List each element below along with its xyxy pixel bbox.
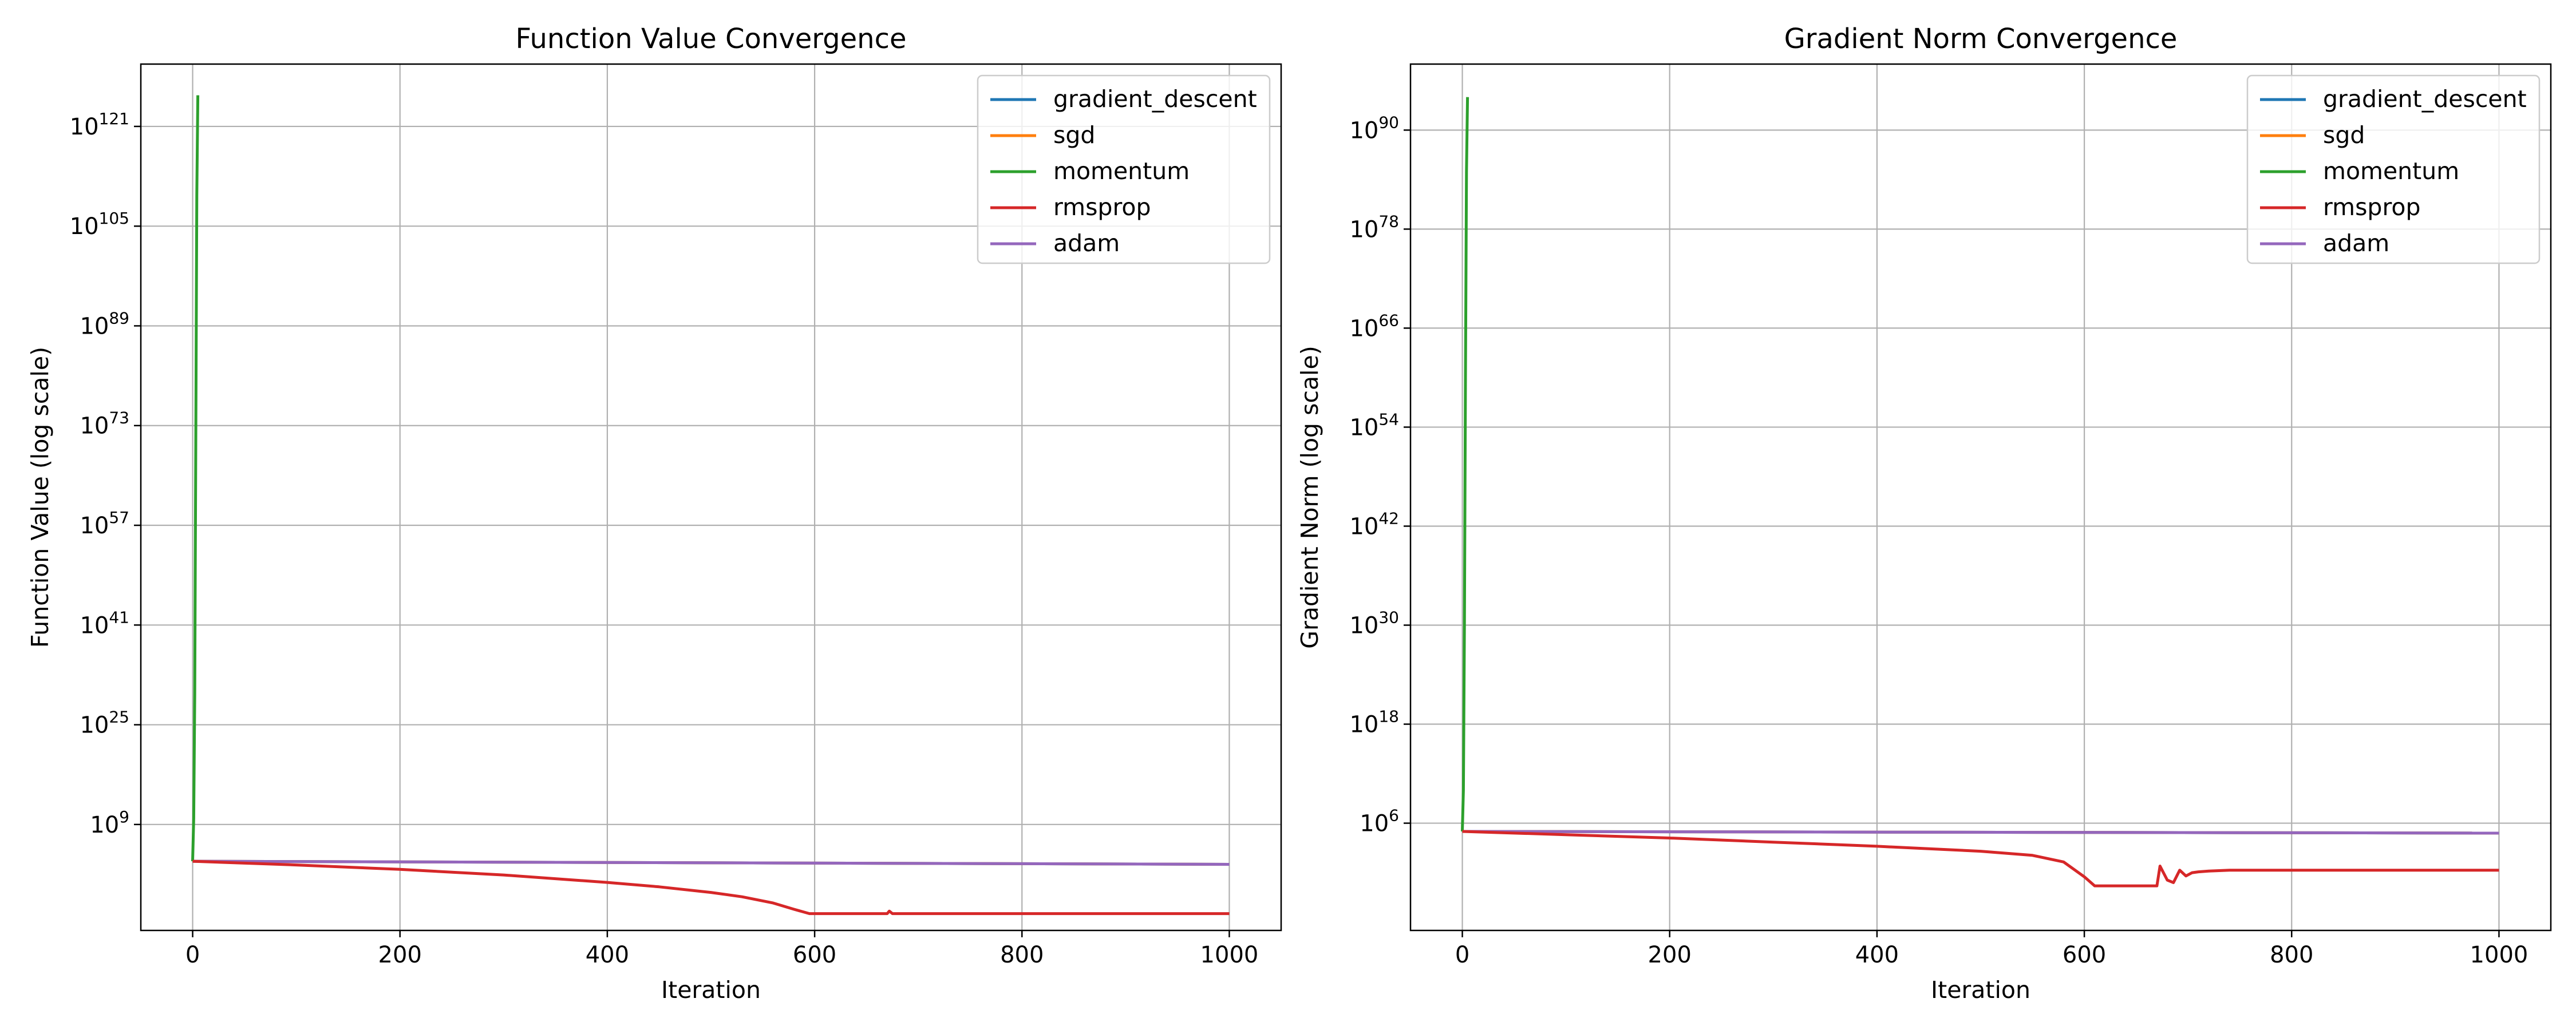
y-tick-label: 109 — [90, 807, 129, 838]
x-tick-label: 800 — [1000, 942, 1044, 968]
y-tick-label: 10105 — [70, 209, 129, 240]
legend-label: adam — [2323, 229, 2389, 257]
y-axis-label: Gradient Norm (log scale) — [1296, 346, 1323, 649]
y-tick-label: 1090 — [1349, 113, 1399, 144]
legend-label: sgd — [2323, 121, 2365, 149]
legend-label: gradient_descent — [2323, 85, 2527, 113]
legend-entry-momentum: momentum — [2260, 157, 2459, 185]
series-line-momentum — [1461, 97, 1469, 832]
chart-panel-1: 0 200 400 600 800 1000 109 1025 1041 1057 1073 1089… — [26, 23, 1282, 1004]
y-tick-label: 1054 — [1349, 410, 1399, 441]
legend-entry-gradient-descent: gradient_descent — [2260, 85, 2527, 113]
x-tick-label: 800 — [2270, 942, 2313, 968]
legend-entry-adam: adam — [2260, 229, 2389, 257]
series-line-adam — [192, 859, 1230, 866]
x-tick-label: 1000 — [1200, 942, 1259, 968]
x-tick-label: 0 — [1455, 942, 1469, 968]
legend-label: adam — [1053, 229, 1120, 257]
legend-entry-sgd: sgd — [2260, 121, 2365, 149]
x-tick-label: 400 — [1855, 942, 1899, 968]
x-axis-label: Iteration — [661, 976, 761, 1004]
chart-panel-2: 0 200 400 600 800 1000 106 1018 1030 1042 1054 1066… — [1296, 23, 2552, 1004]
y-tick-label: 1057 — [80, 508, 129, 539]
x-tick-label: 1000 — [2470, 942, 2528, 968]
x-tick-label: 600 — [2063, 942, 2106, 968]
legend-entry-sgd: sgd — [990, 121, 1095, 149]
y-tick-label: 1042 — [1349, 509, 1399, 540]
y-tick-label: 1066 — [1349, 311, 1399, 342]
series-line-momentum — [191, 95, 200, 862]
y-tick-label: 1041 — [80, 608, 129, 639]
legend-label: rmsprop — [2323, 193, 2421, 221]
legend-label: gradient_descent — [1053, 85, 1257, 113]
legend-box — [977, 74, 1271, 264]
x-tick-label: 200 — [378, 942, 422, 968]
legend-entry-rmsprop: rmsprop — [2260, 193, 2421, 221]
legend-label: rmsprop — [1053, 193, 1151, 221]
y-tick-label: 1078 — [1349, 212, 1399, 243]
legend-label: momentum — [2323, 157, 2459, 185]
series-group — [191, 95, 1230, 916]
legend-entry-adam: adam — [990, 229, 1120, 257]
y-axis-label: Function Value (log scale) — [26, 347, 54, 648]
x-axis-label: Iteration — [1931, 976, 2030, 1004]
y-tick-label: 1030 — [1349, 608, 1399, 639]
y-tick-label: 1018 — [1349, 707, 1399, 738]
y-tick-label: 106 — [1360, 806, 1399, 837]
series-line-rmsprop — [1462, 830, 2499, 888]
axes-frame — [140, 63, 1282, 932]
chart-title: Gradient Norm Convergence — [1784, 23, 2178, 55]
legend-entry-rmsprop: rmsprop — [990, 193, 1151, 221]
legend-entry-momentum: momentum — [990, 157, 1190, 185]
x-tick-label: 600 — [793, 942, 836, 968]
chart-title: Function Value Convergence — [516, 23, 907, 55]
y-tick-label: 10121 — [70, 109, 129, 140]
legend-label: sgd — [1053, 121, 1095, 149]
legend-label: momentum — [1053, 157, 1190, 185]
series-line-rmsprop — [192, 859, 1230, 916]
y-tick-label: 1073 — [80, 409, 129, 439]
grid — [141, 64, 1281, 930]
legend-box — [2246, 74, 2541, 264]
y-tick-label: 1089 — [80, 308, 129, 339]
series-group — [1461, 97, 2499, 888]
legend-entry-gradient-descent: gradient_descent — [990, 85, 1257, 113]
x-tick-label: 200 — [1648, 942, 1692, 968]
y-tick-label: 1025 — [80, 708, 129, 739]
x-tick-label: 400 — [586, 942, 629, 968]
x-tick-label: 0 — [185, 942, 200, 968]
series-line-adam — [1462, 830, 2499, 835]
axes-frame — [1409, 63, 2552, 932]
